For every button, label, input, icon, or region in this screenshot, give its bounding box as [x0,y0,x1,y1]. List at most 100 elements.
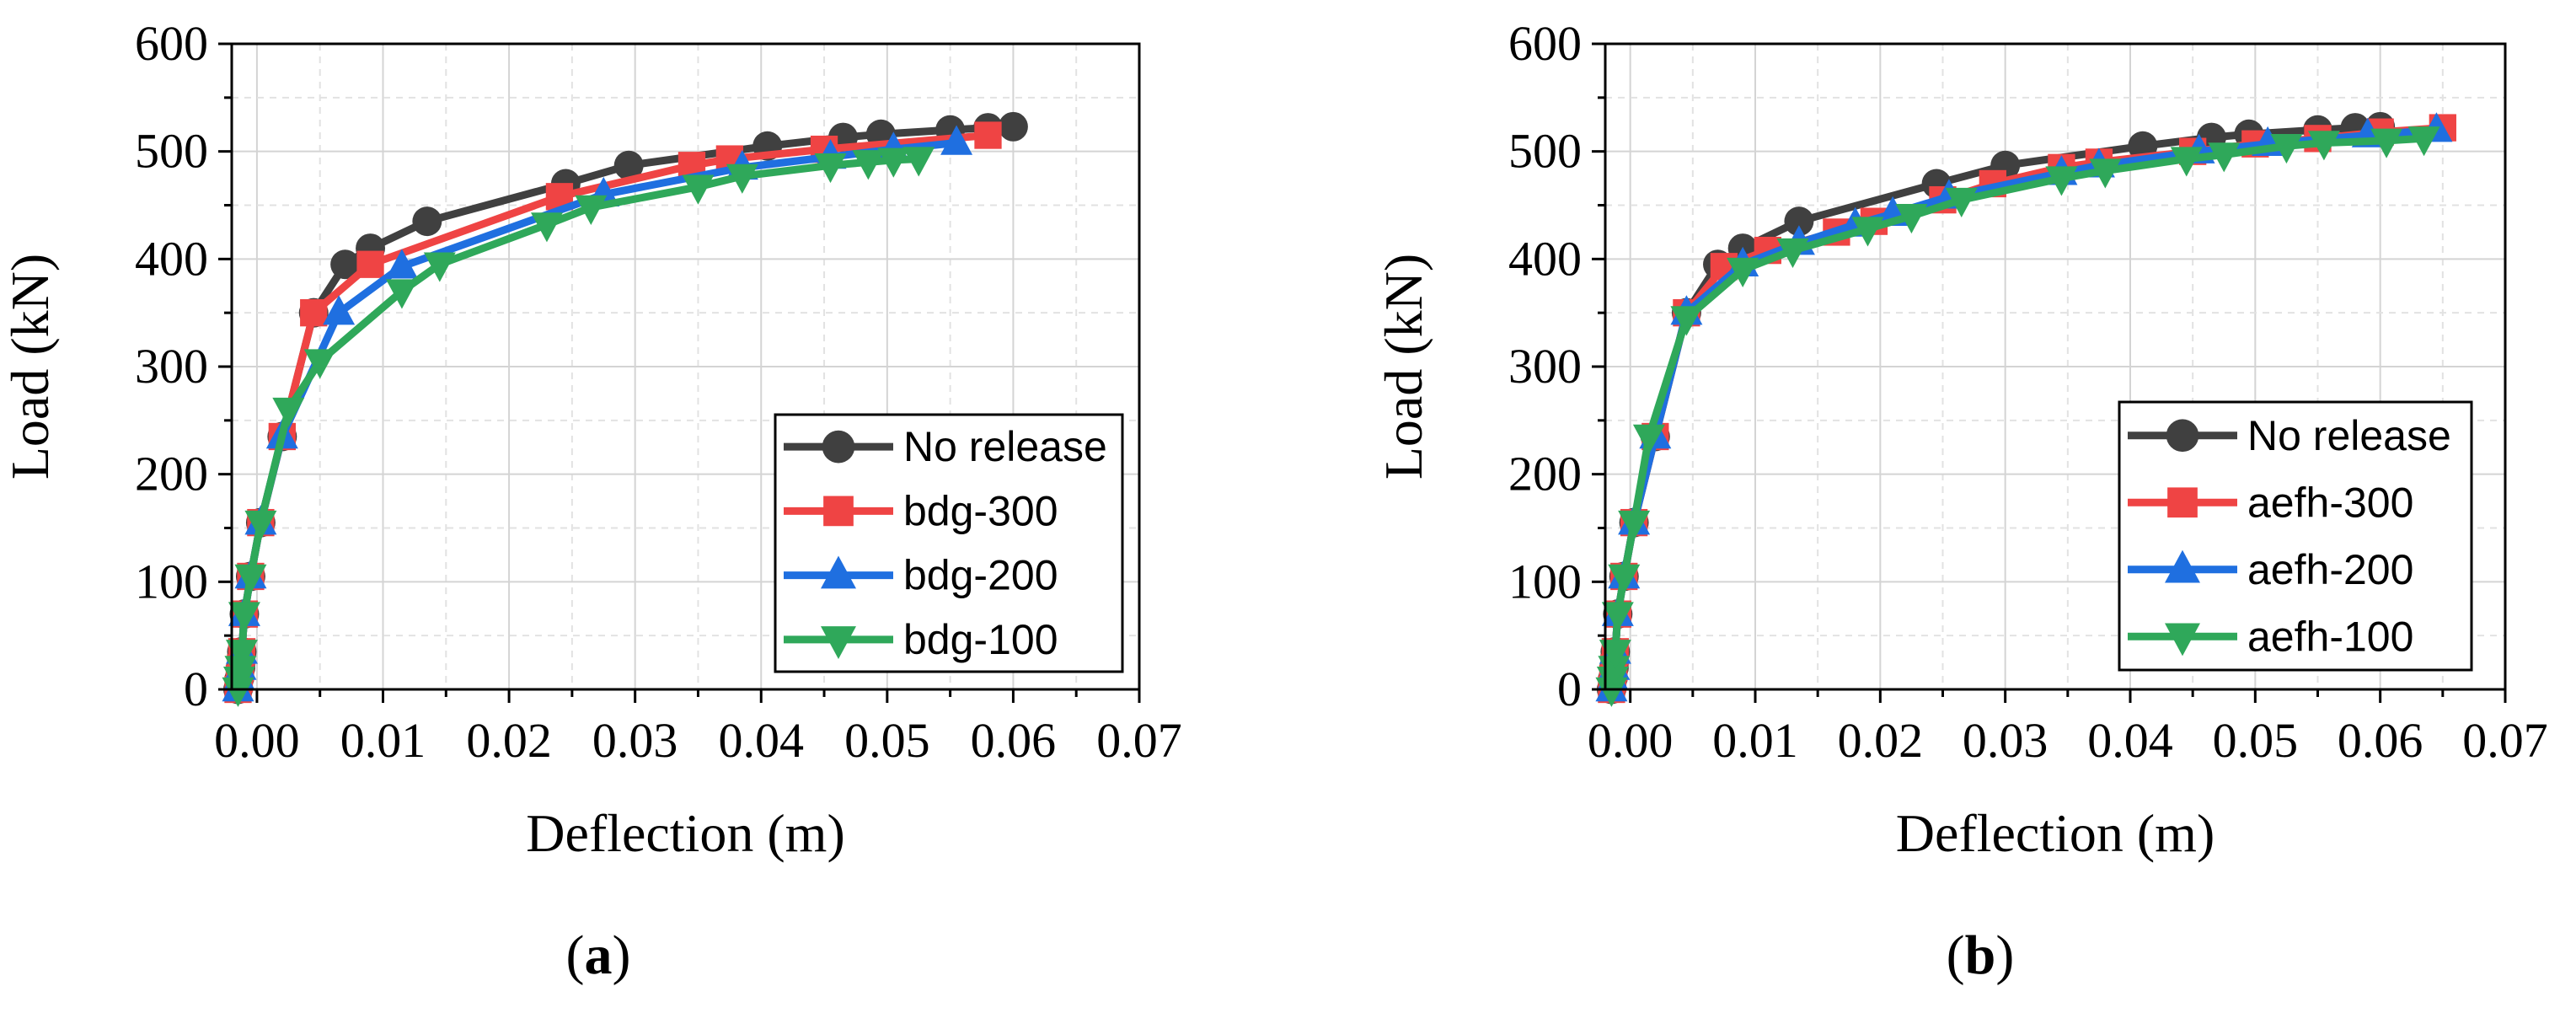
panel-b-series-aefh-100-marker-10 [1776,238,1809,269]
panel-a-legend-item-bdg-100-label: bdg-100 [903,616,1058,663]
panel-a-series-no-release-marker-19 [998,111,1028,142]
panel-a-y-tick-label-3: 300 [135,339,208,394]
panel-b-legend-item-no-release: No release [2128,412,2451,459]
panel-b-legend-item-aefh-300: aefh-300 [2128,479,2413,526]
panel-a-legend: No release bdg-300 bdg-200 bdg-100 [774,413,1124,673]
panel-a-series-bdg-200-marker-14 [940,125,973,155]
panel-b-series-aefh-100-marker-7 [1632,424,1665,454]
panel-a-label: (a) [566,925,631,986]
panel-a-y-tick-label-2: 200 [135,447,208,501]
panel-a-series-no-release-marker-11 [412,206,442,237]
panel-b-x-tick-label-4: 0.04 [2087,713,2173,768]
panel-a-y-tick-label-1: 100 [135,554,208,608]
panel-b-series-aefh-100 [1595,126,2440,707]
panel-a-series-bdg-200-marker-8 [323,295,356,325]
panel-a-series-bdg-300-marker-9 [356,250,384,278]
panel-a-legend-item-bdg-300: bdg-300 [784,487,1058,534]
panel-b-legend-item-aefh-300-symbol-marker-0 [2167,487,2198,518]
panel-a-series-bdg-100-marker-4 [228,602,260,632]
panel-a-legend-item-bdg-200-label: bdg-200 [903,552,1058,599]
panel-a-y-tick-label-4: 400 [135,231,208,286]
panel-b-ticks: 0.00 0.01 0.02 0.03 0.04 0.05 0.06 0.07 0 100 200 3… [1508,16,2548,768]
panel-b-legend-item-no-release-symbol-marker-0 [2166,419,2199,453]
panel-a-series-bdg-100-marker-7 [272,397,305,427]
panel-a-series-bdg-100 [222,147,935,707]
panel-a-series-bdg-100-marker-18 [902,147,935,177]
chart-panel-b: 0.00 0.01 0.02 0.03 0.04 0.05 0.06 0.07 0 100 200 3… [1374,16,2548,986]
panel-a-x-tick-label-0: 0.00 [214,713,300,768]
panel-b-legend-item-aefh-100-label: aefh-100 [2247,613,2413,660]
panel-b-x-tick-label-7: 0.07 [2462,713,2548,768]
panel-b-legend: No release aefh-300 aefh-200 aefh-100 [2118,400,2473,672]
chart-panel-a: 0.00 0.01 0.02 0.03 0.04 0.05 0.06 0.07 0 100 200 3… [0,16,1182,986]
panel-a-legend-item-bdg-200: bdg-200 [784,552,1058,599]
panel-a-x-tick-label-4: 0.04 [719,713,805,768]
panel-a-x-tick-label-5: 0.05 [844,713,930,768]
panel-b-legend-item-no-release-label: No release [2247,412,2451,459]
panel-b-legend-item-aefh-300-label: aefh-300 [2247,479,2413,526]
panel-b-x-tick-label-1: 0.01 [1712,713,1798,768]
panel-a-series-bdg-100-marker-6 [244,510,277,541]
panel-a-series-bdg-200-marker-9 [385,249,418,279]
panel-a-series-bdg-100-marker-9 [385,279,418,309]
panel-b-y-tick-label-4: 400 [1508,231,1582,286]
panel-b-series-aefh-100-marker-12 [1895,204,1928,234]
panel-b-x-tick-label-2: 0.02 [1838,713,1924,768]
panel-b-series-aefh-100-marker-17 [2208,142,2241,173]
panel-a-series-no-release-marker-13 [613,150,644,180]
panel-a-series-bdg-100-marker-14 [726,163,758,194]
panel-b-legend-item-aefh-100-symbol-marker-0 [2165,623,2200,657]
panel-b-series-aefh-100-line [1607,134,2429,694]
panel-a-series-bdg-100-marker-5 [234,564,267,594]
panel-a-x-tick-label-7: 0.07 [1096,713,1182,768]
panel-b-legend-item-aefh-200: aefh-200 [2128,546,2413,593]
panel-a-series-bdg-100-marker-8 [303,349,336,379]
panel-a-series-bdg-100-marker-10 [423,252,456,282]
panel-a-series-bdg-300-marker-8 [300,299,328,327]
panel-b-x-tick-label-3: 0.03 [1963,713,2048,768]
panel-b-series-aefh-100-marker-5 [1608,564,1641,594]
panel-a-series-bdg-100-marker-11 [530,212,563,243]
panel-b-x-axis-title: Deflection (m) [1896,803,2215,863]
panel-b-y-tick-label-2: 200 [1508,447,1582,501]
panel-a-legend-item-bdg-100-symbol-marker-0 [821,626,856,659]
panel-b-series-aefh-100-marker-4 [1601,602,1634,632]
panel-b-label: (b) [1947,925,2015,986]
panel-b-x-tick-label-0: 0.00 [1588,713,1674,768]
panel-b-x-tick-label-6: 0.06 [2338,713,2423,768]
panel-b-series-aefh-100-marker-19 [2307,131,2340,161]
panel-b-series-aefh-100-marker-20 [2370,128,2403,158]
panel-b-x-tick-label-5: 0.05 [2213,713,2299,768]
panel-b-series-aefh-100-marker-14 [2045,166,2078,196]
panel-a-legend-item-no-release-symbol-marker-0 [822,430,855,464]
panel-b-y-tick-label-6: 600 [1508,16,1582,71]
panel-a-y-tick-label-0: 0 [184,662,208,716]
panel-a-legend-item-no-release: No release [784,423,1107,470]
panel-b-series-aefh-100-marker-11 [1851,217,1884,247]
panel-a-series [222,111,1028,707]
panel-a-legend-item-bdg-300-symbol-marker-0 [823,496,854,527]
panel-b-y-tick-label-0: 0 [1557,662,1582,716]
panel-a-series-bdg-100-marker-3 [225,640,258,670]
panel-b-series-aefh-100-marker-18 [2270,134,2303,164]
panel-b-y-tick-label-1: 100 [1508,554,1582,608]
panel-a-x-tick-label-3: 0.03 [592,713,678,768]
panel-b-y-axis-title: Load (kN) [1374,254,1433,480]
panel-a-y-axis-title: Load (kN) [0,254,60,480]
panel-a-x-tick-label-2: 0.02 [466,713,552,768]
panel-b-y-tick-label-5: 500 [1508,124,1582,179]
panel-a-series-bdg-100-marker-17 [877,147,910,178]
panel-b-series-aefh-100-marker-15 [2089,158,2122,189]
panel-b-legend-item-aefh-200-symbol-marker-0 [2165,549,2200,583]
panel-a-y-tick-label-5: 500 [135,124,208,179]
panel-b-series-aefh-100-marker-16 [2170,147,2203,177]
panel-b-legend-item-aefh-200-label: aefh-200 [2247,546,2413,593]
panel-a-x-tick-label-6: 0.06 [971,713,1057,768]
panel-a-series-bdg-100-marker-16 [852,150,885,180]
panel-a-legend-item-bdg-200-symbol-marker-0 [821,555,856,589]
panel-a-series-bdg-100-marker-13 [682,174,715,205]
panel-a-series-bdg-300-marker-14 [974,121,1002,149]
panel-b-series [1595,111,2456,707]
panel-a-x-axis-title: Deflection (m) [526,803,845,863]
